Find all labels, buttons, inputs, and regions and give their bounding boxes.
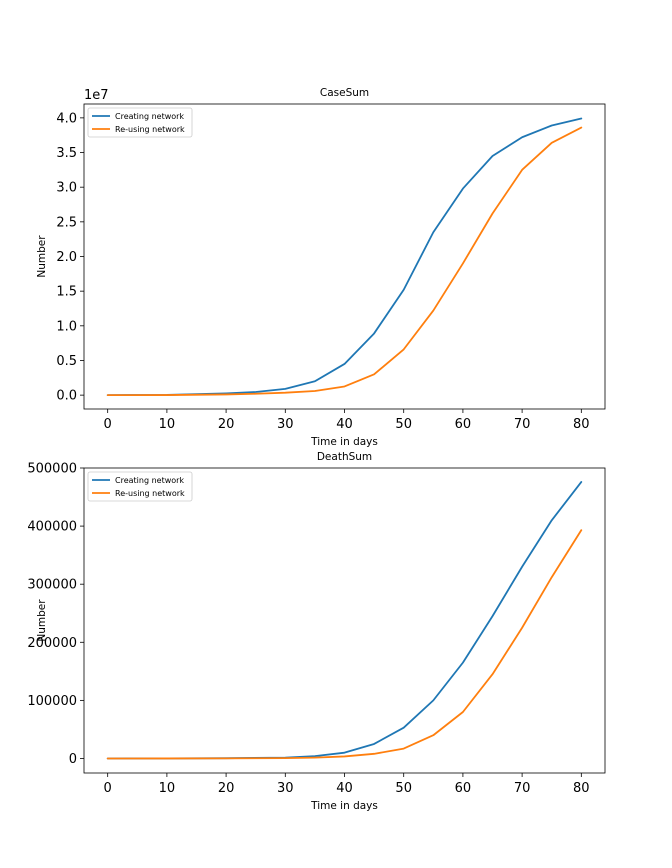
- legend-entry: Re-using network: [115, 489, 185, 498]
- x-tick-label: 60: [455, 417, 472, 432]
- y-tick-label: 4.0: [56, 111, 77, 126]
- y-tick-label: 0.0: [56, 389, 77, 404]
- plot-area: [83, 467, 606, 774]
- y-tick-label: 0: [69, 752, 77, 767]
- x-tick-label: 50: [395, 417, 412, 432]
- y-tick-label: 1.5: [56, 285, 77, 300]
- x-tick-label: 60: [455, 781, 472, 796]
- x-tick-label: 70: [514, 781, 531, 796]
- subplot-1: CaseSum 0 10 20 30 40 50 60 70 80 0.0 0.5 1.0 1.5 2.0 2…: [36, 87, 606, 448]
- x-tick-label: 30: [277, 417, 294, 432]
- x-tick-label: 0: [104, 781, 112, 796]
- subplot-2: DeathSum 0 10 20 30 40 50 60 70 80 0 100000 200000 30…: [27, 451, 606, 812]
- x-tick-label: 10: [159, 781, 176, 796]
- x-tick-label: 20: [218, 781, 235, 796]
- x-tick-label: 50: [395, 781, 412, 796]
- y-tick-label: 200000: [27, 636, 77, 651]
- x-tick-label: 40: [336, 417, 353, 432]
- x-tick-label: 30: [277, 781, 294, 796]
- legend: Creating network Re-using network: [87, 471, 193, 502]
- legend-entry: Creating network: [115, 476, 184, 485]
- chart-title: CaseSum: [320, 87, 369, 99]
- x-tick-label: 0: [104, 417, 112, 432]
- y-offset-label: 1e7: [84, 88, 109, 103]
- y-tick-label: 500000: [27, 462, 77, 477]
- chart-title: DeathSum: [317, 451, 372, 463]
- plot-area: [83, 103, 606, 410]
- y-tick-label: 3.5: [56, 146, 77, 161]
- x-axis-label: Time in days: [310, 800, 378, 812]
- series-line-2: [106, 126, 583, 397]
- y-tick-label: 0.5: [56, 354, 77, 369]
- x-tick-label: 70: [514, 417, 531, 432]
- series-line-1: [106, 117, 583, 397]
- x-tick-label: 40: [336, 781, 353, 796]
- y-tick-label: 2.0: [56, 250, 77, 265]
- x-axis-label: Time in days: [310, 436, 378, 448]
- y-tick-label: 1.0: [56, 319, 77, 334]
- legend-entry: Re-using network: [115, 125, 185, 134]
- y-axis-label: Number: [36, 235, 48, 278]
- y-tick-label: 100000: [27, 694, 77, 709]
- legend-box: [87, 471, 193, 502]
- y-tick-label: 400000: [27, 520, 77, 535]
- legend: Creating network Re-using network: [87, 107, 193, 138]
- y-tick-label: 3.0: [56, 181, 77, 196]
- y-tick-label: 300000: [27, 578, 77, 593]
- x-tick-label: 80: [573, 417, 590, 432]
- y-tick-label: 2.5: [56, 215, 77, 230]
- x-tick-label: 10: [159, 417, 176, 432]
- x-tick-label: 80: [573, 781, 590, 796]
- legend-entry: Creating network: [115, 112, 184, 121]
- y-axis-label: Number: [36, 599, 48, 642]
- x-tick-label: 20: [218, 417, 235, 432]
- legend-box: [87, 107, 193, 138]
- series-line-2: [106, 529, 583, 760]
